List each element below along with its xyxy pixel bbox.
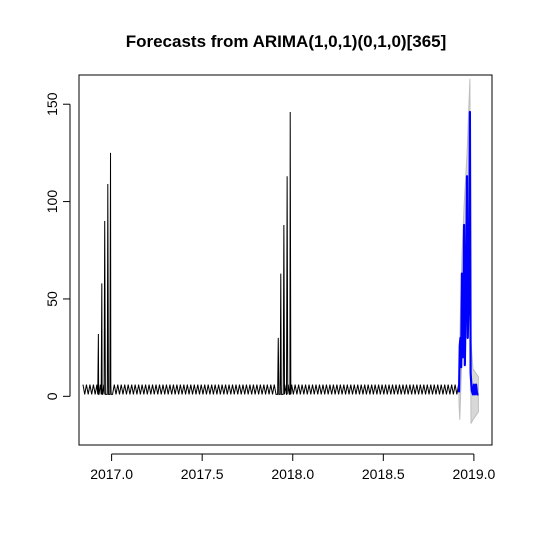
x-tick-label: 2018.5	[362, 466, 405, 482]
observed-series-line	[82, 111, 460, 395]
x-tick-label: 2017.0	[90, 466, 133, 482]
x-tick-label: 2017.5	[181, 466, 224, 482]
chart-title: Forecasts from ARIMA(1,0,1)(0,1,0)[365]	[126, 32, 447, 51]
x-tick-label: 2018.0	[271, 466, 314, 482]
forecast-series-line	[457, 110, 479, 396]
y-tick-label: 150	[44, 92, 60, 116]
observed-series-layer	[82, 111, 460, 395]
plot-frame	[78, 74, 493, 446]
x-tick-label: 2019.0	[452, 466, 495, 482]
y-tick-label: 100	[44, 190, 60, 214]
x-axis: 2017.0 2017.5 2018.0 2018.5 2019.0	[90, 453, 496, 482]
y-tick-label: 50	[44, 291, 60, 307]
forecast-series-layer	[457, 110, 479, 396]
y-axis: 0 50 100 150	[44, 92, 71, 400]
y-tick-label: 0	[44, 392, 60, 400]
